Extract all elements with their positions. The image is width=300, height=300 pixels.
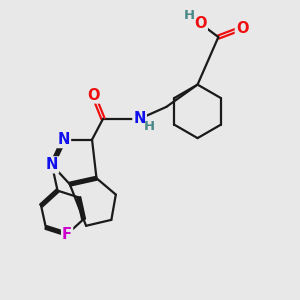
Text: H: H <box>184 9 195 22</box>
Text: O: O <box>194 16 207 31</box>
Text: N: N <box>46 158 58 172</box>
Text: F: F <box>62 227 72 242</box>
Text: O: O <box>236 21 248 36</box>
Text: O: O <box>87 88 100 103</box>
Text: N: N <box>58 132 70 147</box>
Text: N: N <box>134 111 146 126</box>
Text: H: H <box>143 120 155 133</box>
